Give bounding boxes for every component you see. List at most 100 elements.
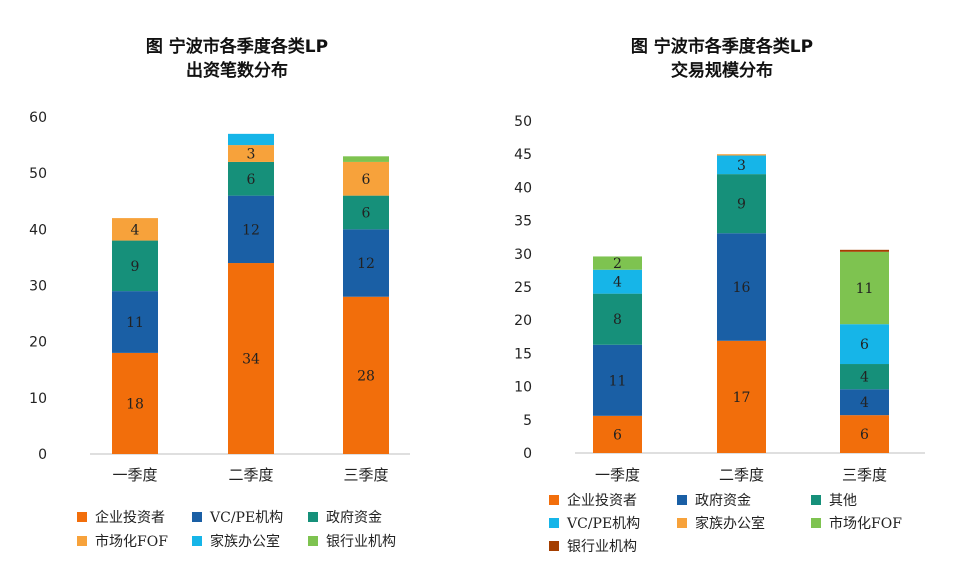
y-tick-label: 50 [29,166,47,182]
bar-segment [717,155,766,175]
legend-swatch [811,518,821,528]
data-label: 34 [242,352,260,368]
data-label: 12 [357,256,375,272]
bar-segment [717,233,766,341]
bar-segment [228,195,274,264]
legend-label: VC/PE机构 [209,510,283,526]
legend-label: 家族办公室 [210,533,280,550]
data-label: 4 [613,275,622,291]
data-label: 6 [362,205,371,221]
data-label: 2 [613,256,622,272]
chart-lp-count: 图 宁波市各季度各类LP 出资笔数分布 0 10 20 30 40 50 60 18 11 9 4 一季度… [29,36,410,550]
y-tick-label: 30 [29,279,47,295]
legend-swatch [549,495,559,505]
chart-lp-scale: 图 宁波市各季度各类LP 交易规模分布 0 5 10 15 20 25 30 35 40 45 50 6 1… [514,36,925,555]
bar-segment [228,263,274,454]
y-tick-label: 40 [29,222,47,238]
bar-segment [593,293,642,345]
legend-swatch [677,518,687,528]
bar-segment [840,324,889,365]
y-tick-label: 10 [29,391,47,407]
data-label: 4 [860,370,869,386]
legend-label: 政府资金 [695,493,751,509]
y-tick-label: 25 [514,280,532,296]
y-tick-label: 30 [514,247,532,263]
legend-swatch [308,536,318,546]
data-label: 9 [737,197,746,213]
bar-segment [228,133,274,146]
legend-label: 政府资金 [326,510,382,526]
y-tick-label: 20 [29,335,47,351]
legend-swatch [77,536,87,546]
legend-swatch [549,541,559,551]
bar-segment [343,156,389,162]
y-tick-label: 5 [523,413,532,429]
bar-segment [112,352,158,454]
bar-segment [593,256,642,270]
data-label: 8 [613,312,622,328]
data-label: 6 [613,427,622,443]
data-label: 11 [609,373,627,389]
x-tick-label: 三季度 [343,466,388,484]
bar-segment [228,161,274,196]
data-label: 6 [860,337,869,353]
legend-label: 银行业机构 [567,539,637,555]
bar-segment [840,251,889,325]
data-label: 11 [126,315,144,331]
y-tick-label: 40 [514,180,532,196]
y-tick-label: 20 [514,313,532,329]
y-tick-label: 0 [38,447,47,463]
x-tick-label: 二季度 [719,466,764,484]
data-label: 28 [357,368,375,384]
data-label: 3 [247,147,256,163]
bar-segment [112,291,158,353]
legend-swatch [677,495,687,505]
bar-segment [343,229,389,297]
chart-title-line: 图 宁波市各季度各类LP [631,36,813,57]
bar-segment [228,145,274,162]
y-tick-label: 60 [29,110,47,126]
bar-segment [717,154,766,156]
data-label: 4 [860,395,869,411]
chart-title-line: 出资笔数分布 [186,60,288,81]
data-label: 11 [856,281,874,297]
bar-segment [112,218,158,241]
data-label: 18 [126,396,144,412]
bar-segment [343,195,389,230]
x-tick-label: 三季度 [842,466,887,484]
bar-segment [840,249,889,252]
data-label: 12 [242,222,260,238]
bar-segment [717,174,766,234]
chart-title-line: 图 宁波市各季度各类LP [146,36,328,57]
bar-segment [840,415,889,453]
data-label: 6 [860,427,869,443]
data-label: 4 [131,222,140,238]
legend-swatch [549,518,559,528]
x-tick-label: 一季度 [112,466,157,484]
legend-label: 银行业机构 [326,534,396,550]
data-label: 3 [737,158,746,174]
bar-segment [593,344,642,416]
bar-segment [112,240,158,292]
legend-swatch [308,512,318,522]
y-tick-label: 45 [514,147,532,163]
legend-label: 企业投资者 [567,492,637,509]
chart-title-line: 交易规模分布 [671,60,773,81]
legend-label: 其他 [829,493,857,509]
legend-swatch [77,512,87,522]
legend-label: 市场化FOF [95,533,168,550]
bar-segment [593,415,642,453]
data-label: 17 [733,390,751,406]
y-tick-label: 50 [514,114,532,130]
legend-swatch [811,495,821,505]
bar-segment [840,364,889,390]
data-label: 16 [733,280,751,296]
bar-segment [593,269,642,294]
legend-label: 市场化FOF [829,515,902,532]
bar-segment [717,340,766,453]
data-label: 6 [362,172,371,188]
x-tick-label: 一季度 [595,466,640,484]
x-tick-label: 二季度 [228,466,273,484]
bar-segment [840,389,889,416]
